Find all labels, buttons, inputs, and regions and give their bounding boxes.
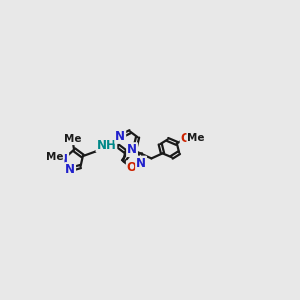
Text: Me: Me bbox=[187, 133, 205, 143]
Text: N: N bbox=[58, 153, 68, 166]
Text: N: N bbox=[136, 157, 146, 169]
Text: N: N bbox=[65, 163, 75, 176]
Text: NH: NH bbox=[97, 139, 116, 152]
Text: N: N bbox=[127, 143, 137, 156]
Text: N: N bbox=[115, 130, 125, 143]
Text: Me: Me bbox=[46, 152, 64, 162]
Text: O: O bbox=[181, 132, 190, 145]
Text: O: O bbox=[127, 161, 137, 174]
Text: Me: Me bbox=[64, 134, 81, 144]
